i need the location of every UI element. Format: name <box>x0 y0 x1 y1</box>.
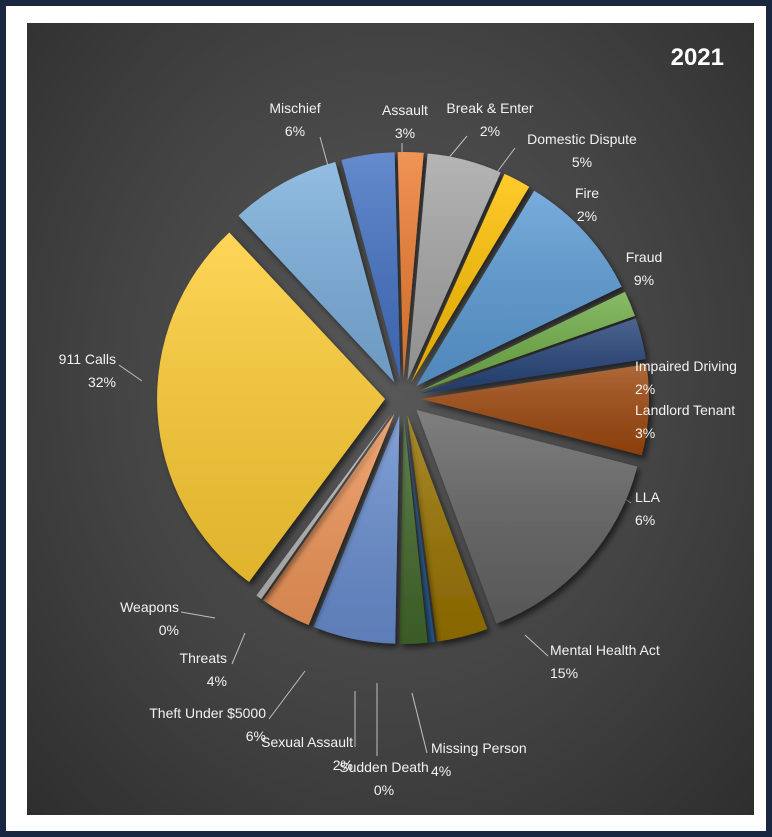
slice-label: LLA 6% <box>635 489 661 528</box>
slice-category-label: Sudden Death <box>339 759 429 775</box>
slice-value-label: 6% <box>635 512 655 528</box>
slice-category-label: Mischief <box>269 100 320 116</box>
leader-line <box>118 364 143 382</box>
slice-value-label: 0% <box>374 782 394 798</box>
leader-line <box>411 692 428 754</box>
leader-line <box>524 634 549 657</box>
slice-value-label: 4% <box>431 763 451 779</box>
slice-value-label: 15% <box>550 665 578 681</box>
pie-slice-domestic-dispute <box>407 153 501 381</box>
slice-label: Assault 3% <box>382 102 428 141</box>
slice-category-label: Missing Person <box>431 740 527 756</box>
pie-chart: Assault 3% Break & Enter 2% Domestic Dispute… <box>59 44 737 798</box>
slice-category-label: Mental Health Act <box>550 642 660 658</box>
slice-label: Sudden Death 0% <box>339 759 429 798</box>
slice-value-label: 2% <box>333 757 353 773</box>
slice-label: Fire 2% <box>575 185 599 224</box>
pie-slice-assault <box>341 152 401 381</box>
slice-value-label: 2% <box>480 123 500 139</box>
slice-value-label: 2% <box>577 208 597 224</box>
slice-label: 911 Calls 32% <box>59 351 116 390</box>
pie-slice-break-enter <box>397 152 424 380</box>
slice-value-label: 4% <box>207 673 227 689</box>
slice-category-label: Fraud <box>626 249 663 265</box>
chart-area: Assault 3% Break & Enter 2% Domestic Dispute… <box>27 23 754 815</box>
slice-category-label: Landlord Tenant <box>635 402 735 418</box>
slice-label: Theft Under $5000 6% <box>149 705 266 744</box>
pie-slice-mental-health-act <box>416 410 638 624</box>
pie-slice-fraud <box>416 190 622 386</box>
slice-label: Threats 4% <box>180 650 227 689</box>
chart-title: 2021 <box>671 44 724 71</box>
slice-label: Missing Person 4% <box>431 740 527 779</box>
slice-value-label: 9% <box>634 272 654 288</box>
pie-slice-sexual-assault <box>399 416 428 644</box>
slice-label: Break & Enter 2% <box>446 100 533 139</box>
slice-label: Weapons 0% <box>120 599 179 638</box>
slice-category-label: Theft Under $5000 <box>149 705 266 721</box>
slice-category-label: Threats <box>180 650 227 666</box>
slice-label: Sexual Assault 2% <box>261 734 353 773</box>
pie-slice-landlord-tenant <box>420 318 646 394</box>
pie-slice-fire <box>411 173 530 383</box>
pie-slice-sudden-death <box>405 415 435 643</box>
pie-slice-mischief <box>238 162 395 383</box>
slice-value-label: 32% <box>88 374 116 390</box>
slice-value-label: 3% <box>635 425 655 441</box>
pie-slice-missing-person <box>407 415 488 642</box>
slice-category-label: Fire <box>575 185 599 201</box>
pie-slice-lla <box>421 364 649 456</box>
slice-value-label: 6% <box>246 728 266 744</box>
leader-line <box>180 611 216 619</box>
chart-frame: Assault 3% Break & Enter 2% Domestic Dispute… <box>6 6 766 831</box>
slice-category-label: Break & Enter <box>446 100 533 116</box>
pie-slice-weapons <box>256 412 393 599</box>
pie-slice-threats <box>263 413 395 625</box>
slice-label: Mischief 6% <box>269 100 320 139</box>
slice-category-label: Sexual Assault <box>261 734 353 750</box>
slice-label: Impaired Driving 2% <box>635 358 737 397</box>
pie-slice-911-calls <box>157 232 385 582</box>
slice-label: Fraud 9% <box>626 249 663 288</box>
pie-slice-theft-under-5000 <box>313 415 400 644</box>
slice-label: Mental Health Act 15% <box>550 642 660 681</box>
slice-category-label: 911 Calls <box>59 351 116 367</box>
slice-category-label: Domestic Dispute <box>527 131 637 147</box>
slice-label: Domestic Dispute 5% <box>527 131 637 170</box>
slice-category-label: Weapons <box>120 599 179 615</box>
pie-slice-impaired-driving <box>419 291 635 392</box>
leader-line <box>231 632 246 665</box>
leader-line <box>268 670 306 720</box>
slice-value-label: 5% <box>572 154 592 170</box>
slice-category-label: Assault <box>382 102 428 118</box>
slice-category-label: Impaired Driving <box>635 358 737 374</box>
slice-value-label: 6% <box>285 123 305 139</box>
slice-label: Landlord Tenant 3% <box>635 402 735 441</box>
slice-value-label: 2% <box>635 381 655 397</box>
slice-value-label: 0% <box>159 622 179 638</box>
slice-value-label: 3% <box>395 125 415 141</box>
slice-category-label: LLA <box>635 489 661 505</box>
